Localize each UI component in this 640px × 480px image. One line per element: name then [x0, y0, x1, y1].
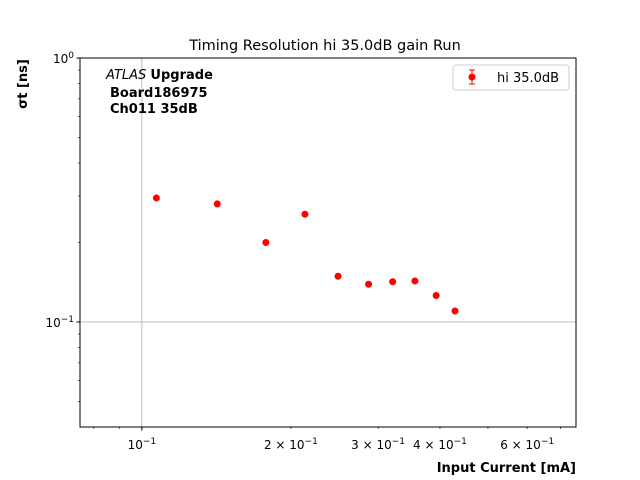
y-tick-label: 10−1	[45, 315, 74, 330]
x-tick-label: 2 × 10−1	[264, 437, 318, 452]
atlas-annotation: ATLAS Upgrade Board186975 Ch011 35dB	[105, 68, 213, 117]
x-tick-label: 3 × 10−1	[351, 437, 405, 452]
axis-ticks: 10−1 2 × 10−1 3 × 10−1 4 × 10−1 6 × 10−1 100 1…	[45, 51, 561, 452]
data-point	[451, 307, 459, 315]
plot-frame	[79, 57, 577, 428]
legend-label: hi 35.0dB	[497, 71, 559, 86]
data-point	[262, 239, 270, 246]
atlas-label: ATLAS	[105, 68, 146, 83]
data-point	[389, 278, 397, 286]
channel-label: Ch011 35dB	[110, 102, 198, 117]
chart-title: Timing Resolution hi 35.0dB gain Run	[188, 38, 461, 54]
data-point	[432, 291, 440, 299]
upgrade-label: Upgrade	[150, 68, 213, 83]
x-tick-label: 6 × 10−1	[500, 437, 554, 452]
data-point	[301, 210, 309, 218]
legend-marker	[468, 73, 476, 81]
y-tick-label: 100	[53, 51, 74, 66]
data-point	[213, 200, 221, 208]
x-tick-label: 4 × 10−1	[413, 437, 467, 452]
data-point	[152, 194, 160, 202]
data-point	[334, 272, 342, 280]
y-axis-label: σt [ns]	[16, 59, 31, 109]
data-point	[365, 280, 373, 288]
x-tick-label: 10−1	[128, 437, 157, 452]
data-point	[411, 277, 419, 285]
legend: hi 35.0dB	[452, 64, 570, 91]
board-label: Board186975	[110, 86, 208, 101]
x-axis-label: Input Current [mA]	[437, 461, 576, 476]
svg-text:ATLAS Upgrade: ATLAS Upgrade	[105, 68, 213, 83]
data-points	[152, 194, 459, 315]
